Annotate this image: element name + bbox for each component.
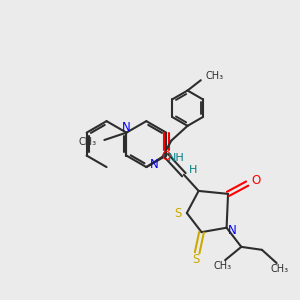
- Text: S: S: [192, 253, 200, 266]
- Text: CH₃: CH₃: [79, 137, 97, 147]
- Text: O: O: [252, 174, 261, 187]
- Text: O: O: [162, 150, 171, 163]
- Text: CH₃: CH₃: [213, 261, 231, 271]
- Text: CH₃: CH₃: [206, 71, 224, 81]
- Text: N: N: [228, 224, 237, 237]
- Text: N: N: [150, 158, 159, 171]
- Text: NH: NH: [168, 153, 184, 163]
- Text: S: S: [174, 206, 182, 220]
- Text: N: N: [122, 121, 131, 134]
- Text: CH₃: CH₃: [271, 264, 289, 274]
- Text: H: H: [189, 165, 198, 175]
